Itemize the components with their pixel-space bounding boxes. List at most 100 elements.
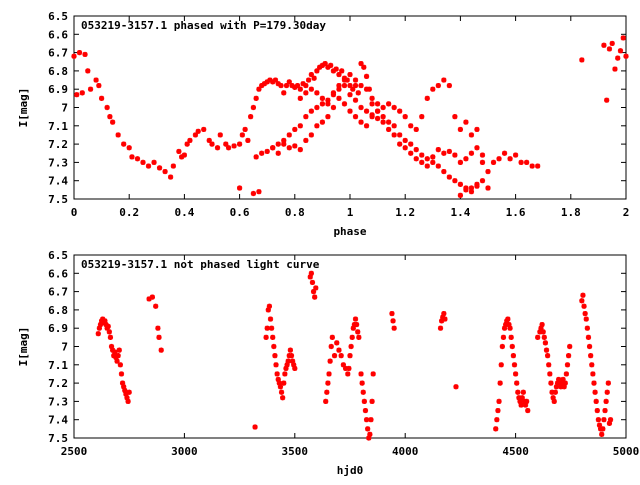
data-point — [79, 90, 85, 96]
data-point — [286, 132, 292, 138]
x-tick-label: 3500 — [282, 445, 309, 458]
chart-panel-1: 0 0.2 0.4 0.6 0.8 1 1.2 1.4 1.6 1.8 2 6.5 6.6 6.7 6.8 6… — [17, 10, 629, 238]
data-point — [507, 325, 513, 331]
data-point — [386, 119, 392, 125]
data-point — [113, 354, 119, 361]
data-point — [604, 389, 610, 395]
data-point — [281, 137, 287, 144]
data-point — [369, 114, 375, 120]
data-point — [303, 82, 309, 89]
data-point — [397, 132, 403, 138]
data-point — [595, 417, 601, 423]
data-point — [546, 362, 552, 368]
data-point — [308, 86, 314, 92]
data-point — [313, 285, 319, 291]
data-point — [509, 343, 515, 350]
data-point — [275, 150, 281, 156]
data-point — [149, 294, 155, 300]
data-point — [145, 163, 152, 169]
data-point — [549, 389, 555, 395]
data-point — [424, 156, 430, 162]
data-point — [518, 159, 524, 165]
data-point — [468, 185, 475, 191]
data-point — [363, 108, 370, 114]
data-point — [192, 132, 199, 138]
data-point — [280, 395, 286, 401]
data-point — [496, 156, 502, 162]
data-point — [600, 426, 606, 432]
data-point — [158, 347, 164, 353]
data-point — [457, 126, 463, 133]
data-point — [107, 114, 113, 120]
data-point — [292, 84, 298, 90]
data-point — [266, 303, 273, 309]
y-tick-label: 7.5 — [48, 432, 68, 445]
data-point — [579, 298, 585, 304]
y-tick-label: 6.5 — [48, 10, 68, 23]
data-point — [419, 152, 425, 158]
data-point — [341, 82, 348, 89]
data-point — [346, 365, 352, 372]
data-point — [253, 154, 259, 160]
data-point — [250, 190, 256, 197]
data-point — [474, 145, 480, 151]
y-tick-label: 7.1 — [48, 120, 68, 133]
data-point — [520, 389, 526, 395]
data-point — [319, 101, 325, 107]
data-point — [110, 347, 116, 353]
data-point — [310, 289, 317, 295]
data-point — [108, 343, 115, 350]
data-point — [559, 380, 565, 386]
y-tick-label: 6.5 — [48, 249, 68, 262]
data-point — [349, 334, 355, 340]
data-point — [308, 108, 314, 114]
data-point — [535, 163, 541, 169]
data-point — [552, 389, 558, 395]
x-tick-label: 4500 — [502, 445, 529, 458]
data-point — [297, 146, 303, 153]
data-point — [367, 431, 373, 437]
data-point — [453, 384, 459, 390]
data-point — [408, 123, 414, 129]
data-point — [341, 101, 348, 107]
data-point — [370, 371, 376, 377]
data-point — [446, 148, 452, 155]
data-point — [329, 334, 335, 340]
y-tick-label: 7.3 — [48, 395, 68, 408]
data-point — [342, 365, 349, 372]
data-point — [330, 68, 337, 74]
data-point — [288, 353, 295, 359]
data-point — [468, 150, 475, 156]
data-point — [581, 303, 587, 309]
x-tick-label: 5000 — [613, 445, 640, 458]
data-point — [605, 380, 611, 386]
data-point — [214, 145, 221, 151]
data-point — [96, 82, 102, 89]
data-point — [358, 371, 364, 377]
data-point — [408, 150, 414, 156]
data-point — [389, 310, 395, 317]
plot-frame — [73, 15, 627, 200]
data-point — [184, 141, 190, 147]
data-point — [250, 104, 256, 111]
data-point — [479, 159, 486, 165]
data-point — [311, 75, 317, 81]
data-point — [294, 82, 301, 89]
data-point — [369, 398, 375, 404]
data-point — [326, 371, 332, 377]
data-point — [286, 145, 292, 151]
data-point — [354, 321, 360, 328]
data-point — [314, 90, 320, 96]
data-point — [239, 132, 245, 138]
data-point — [430, 86, 436, 92]
data-point — [106, 329, 112, 335]
data-point — [359, 380, 365, 386]
data-point — [413, 156, 419, 162]
data-point — [468, 189, 475, 195]
data-point — [501, 325, 508, 331]
data-point — [452, 152, 458, 158]
data-point — [325, 64, 331, 70]
data-point — [274, 371, 280, 377]
data-point — [620, 35, 626, 41]
